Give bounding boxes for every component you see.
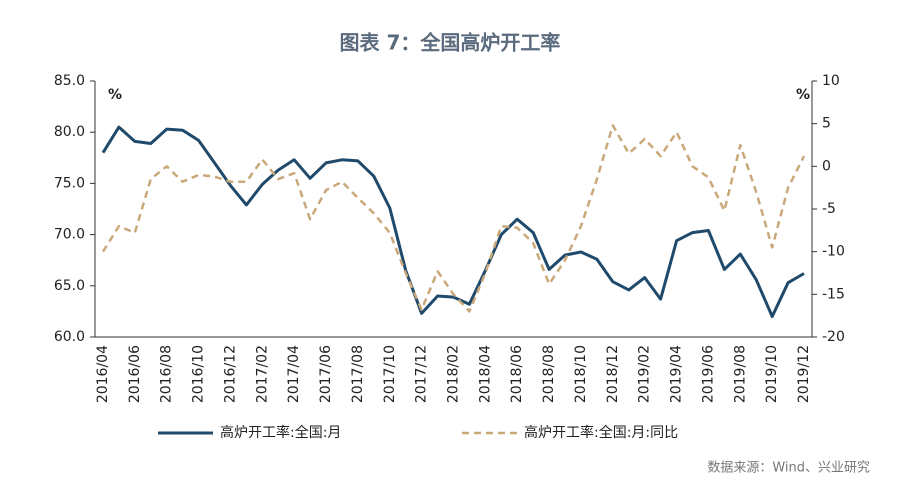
y-tick-label: 70.0 <box>54 227 85 243</box>
y2-tick-label: 0 <box>822 158 831 174</box>
chart-title: 图表 7：全国高炉开工率 <box>340 31 561 55</box>
y-tick-label: 65.0 <box>54 278 85 294</box>
y-tick-label: 80.0 <box>54 124 85 140</box>
x-tick-label: 2016/04 <box>95 345 111 403</box>
y2-unit: % <box>796 87 810 103</box>
x-tick-label: 2017/04 <box>286 345 302 403</box>
y2-tick-label: -5 <box>822 201 836 217</box>
legend-label: 高炉开工率:全国:月:同比 <box>524 424 678 441</box>
y2-tick-label: -20 <box>822 329 845 345</box>
y2-tick-label: 10 <box>822 73 840 89</box>
x-tick-label: 2019/10 <box>764 345 780 403</box>
x-tick-label: 2019/06 <box>700 345 716 403</box>
x-tick-label: 2016/06 <box>127 345 143 403</box>
legend-label: 高炉开工率:全国:月 <box>220 424 341 441</box>
source: 数据来源：Wind、兴业研究 <box>707 461 870 476</box>
x-tick-label: 2018/02 <box>446 345 462 403</box>
line-series <box>101 125 805 318</box>
y-tick-label: 75.0 <box>54 175 85 191</box>
x-tick-label: 2017/08 <box>350 345 366 403</box>
x-tick-label: 2017/02 <box>254 345 270 403</box>
x-tick-label: 2017/10 <box>382 345 398 403</box>
x-tick-label: 2017/06 <box>318 345 334 403</box>
x-tick-label: 2018/06 <box>509 345 525 403</box>
x-tick-label: 2018/04 <box>477 345 493 403</box>
x-tick-label: 2016/08 <box>159 345 175 403</box>
y2-tick-label: -15 <box>822 286 845 302</box>
x-tick-label: 2016/10 <box>191 345 207 403</box>
x-tick-label: 2017/12 <box>414 345 430 403</box>
x-tick-label: 2018/08 <box>541 345 557 403</box>
x-tick-label: 2019/04 <box>669 345 685 403</box>
y2-tick-label: 5 <box>822 116 831 132</box>
x-tick-label: 2019/12 <box>796 345 812 403</box>
x-tick-label: 2018/10 <box>573 345 589 403</box>
x-tick-label: 2019/02 <box>637 345 653 403</box>
y-tick-label: 85.0 <box>54 73 85 89</box>
y-tick-label: 60.0 <box>54 329 85 345</box>
y2-tick-label: -10 <box>822 244 845 260</box>
x-tick-label: 2018/12 <box>605 345 621 403</box>
y-unit: % <box>108 87 122 103</box>
x-tick-label: 2016/12 <box>222 345 238 403</box>
line-series <box>101 124 806 313</box>
x-tick-label: 2019/08 <box>732 345 748 403</box>
